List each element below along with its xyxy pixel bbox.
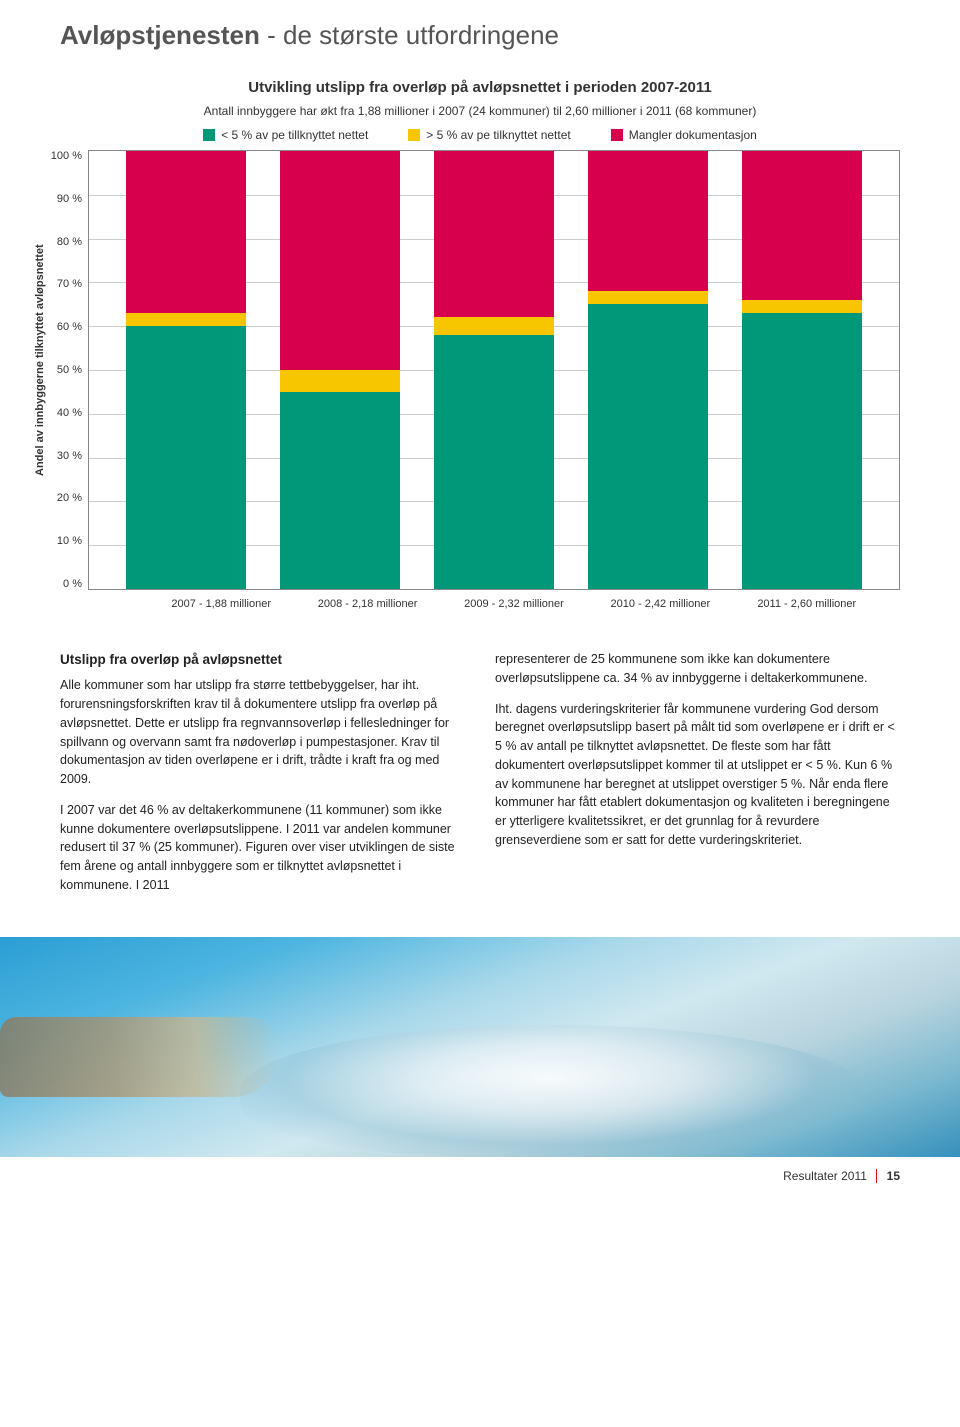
body-para: Iht. dagens vurderingskriterier får komm… bbox=[495, 700, 900, 850]
x-tick: 2008 - 2,18 millioner bbox=[308, 598, 428, 610]
y-tick: 70 % bbox=[40, 278, 82, 290]
bar-segment bbox=[434, 151, 554, 317]
legend-label: > 5 % av pe tilknyttet nettet bbox=[426, 128, 570, 142]
chart-legend: < 5 % av pe tillknyttet nettet > 5 % av p… bbox=[60, 128, 900, 142]
body-para: representerer de 25 kommunene som ikke k… bbox=[495, 650, 900, 688]
chart-bar bbox=[280, 151, 400, 589]
legend-swatch bbox=[203, 129, 215, 141]
bar-segment bbox=[126, 326, 246, 589]
x-tick: 2010 - 2,42 millioner bbox=[600, 598, 720, 610]
legend-label: < 5 % av pe tillknyttet nettet bbox=[221, 128, 368, 142]
chart-plot-area bbox=[88, 150, 900, 590]
footer-separator bbox=[876, 1169, 877, 1183]
page-number: 15 bbox=[887, 1169, 900, 1183]
y-tick: 100 % bbox=[40, 150, 82, 162]
bar-segment bbox=[126, 313, 246, 326]
legend-item: Mangler dokumentasjon bbox=[611, 128, 757, 142]
x-tick: 2011 - 2,60 millioner bbox=[747, 598, 867, 610]
left-heading: Utslipp fra overløp på avløpsnettet bbox=[60, 650, 465, 670]
legend-item: > 5 % av pe tilknyttet nettet bbox=[408, 128, 570, 142]
bar-segment bbox=[280, 392, 400, 589]
y-tick: 0 % bbox=[40, 578, 82, 590]
legend-swatch bbox=[408, 129, 420, 141]
page-footer: Resultater 2011 15 bbox=[0, 1157, 960, 1204]
chart-bar bbox=[126, 151, 246, 589]
title-rest: - de største utfordringene bbox=[260, 20, 559, 50]
x-axis: 2007 - 1,88 millioner 2008 - 2,18 million… bbox=[128, 598, 900, 610]
y-axis-label: Andel av innbyggerne tilknyttet avløpsne… bbox=[34, 276, 46, 476]
y-tick: 30 % bbox=[40, 450, 82, 462]
bar-segment bbox=[742, 151, 862, 300]
bar-segment bbox=[434, 335, 554, 589]
x-tick: 2007 - 1,88 millioner bbox=[161, 598, 281, 610]
body-para: Alle kommuner som har utslipp fra større… bbox=[60, 676, 465, 789]
page-content: Avløpstjenesten - de største utfordringe… bbox=[0, 0, 960, 907]
bar-segment bbox=[588, 304, 708, 589]
bar-segment bbox=[434, 317, 554, 335]
decorative-photo bbox=[0, 937, 960, 1157]
x-tick: 2009 - 2,32 millioner bbox=[454, 598, 574, 610]
y-axis-label-wrap: Andel av innbyggerne tilknyttet avløpsne… bbox=[20, 150, 40, 590]
chart-bar bbox=[742, 151, 862, 589]
body-para: I 2007 var det 46 % av deltakerkommunene… bbox=[60, 801, 465, 895]
page-title: Avløpstjenesten - de største utfordringe… bbox=[60, 20, 900, 51]
left-column: Utslipp fra overløp på avløpsnettet Alle… bbox=[60, 650, 465, 907]
bar-segment bbox=[126, 151, 246, 313]
bar-segment bbox=[280, 370, 400, 392]
chart-bar bbox=[588, 151, 708, 589]
legend-swatch bbox=[611, 129, 623, 141]
legend-label: Mangler dokumentasjon bbox=[629, 128, 757, 142]
bar-segment bbox=[742, 300, 862, 313]
legend-item: < 5 % av pe tillknyttet nettet bbox=[203, 128, 368, 142]
right-column: representerer de 25 kommunene som ikke k… bbox=[495, 650, 900, 907]
chart-bar bbox=[434, 151, 554, 589]
bar-segment bbox=[588, 151, 708, 291]
chart-block: Utvikling utslipp fra overløp på avløpsn… bbox=[60, 79, 900, 610]
y-tick: 90 % bbox=[40, 193, 82, 205]
chart-subtitle: Antall innbyggere har økt fra 1,88 milli… bbox=[60, 104, 900, 118]
footer-text: Resultater 2011 bbox=[783, 1169, 867, 1183]
chart-title: Utvikling utslipp fra overløp på avløpsn… bbox=[60, 79, 900, 96]
y-tick: 80 % bbox=[40, 236, 82, 248]
bar-segment bbox=[742, 313, 862, 589]
y-tick: 50 % bbox=[40, 364, 82, 376]
chart-wrapper: Andel av innbyggerne tilknyttet avløpsne… bbox=[20, 150, 900, 590]
y-tick: 20 % bbox=[40, 492, 82, 504]
y-axis-ticks: 100 % 90 % 80 % 70 % 60 % 50 % 40 % 30 % 20 % 10 … bbox=[40, 150, 88, 590]
y-tick: 60 % bbox=[40, 321, 82, 333]
y-tick: 10 % bbox=[40, 535, 82, 547]
title-bold: Avløpstjenesten bbox=[60, 20, 260, 50]
bar-segment bbox=[280, 151, 400, 370]
bar-segment bbox=[588, 291, 708, 304]
y-tick: 40 % bbox=[40, 407, 82, 419]
body-columns: Utslipp fra overløp på avløpsnettet Alle… bbox=[60, 650, 900, 907]
